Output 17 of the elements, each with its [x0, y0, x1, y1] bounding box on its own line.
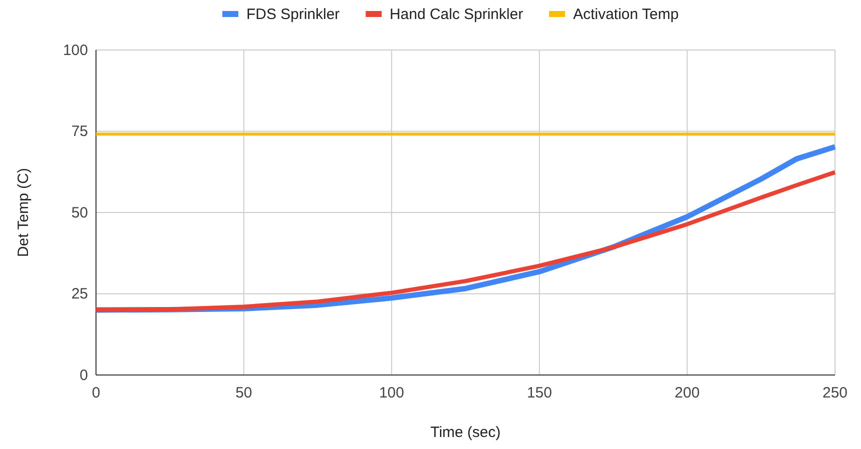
y-tick-label: 0 [80, 366, 88, 384]
x-tick-label: 0 [92, 384, 100, 402]
y-tick-label: 25 [71, 286, 88, 303]
legend-label: FDS Sprinkler [246, 6, 340, 23]
y-tick-label: 75 [71, 123, 88, 140]
y-tick-label: 50 [71, 204, 88, 222]
x-tick-label: 150 [526, 384, 552, 402]
line-series [94, 170, 838, 312]
legend-label: Hand Calc Sprinkler [390, 6, 524, 23]
x-tick-label: 100 [379, 384, 404, 402]
x-tick-label: 50 [235, 384, 252, 402]
x-tick-label: 250 [822, 384, 848, 402]
x-tick-label: 200 [674, 384, 700, 402]
legend-label: Activation Temp [573, 6, 679, 23]
y-axis-title: Det Temp (C) [15, 168, 32, 257]
y-tick-label: 100 [62, 42, 88, 59]
x-axis-title: Time (sec) [430, 424, 501, 441]
